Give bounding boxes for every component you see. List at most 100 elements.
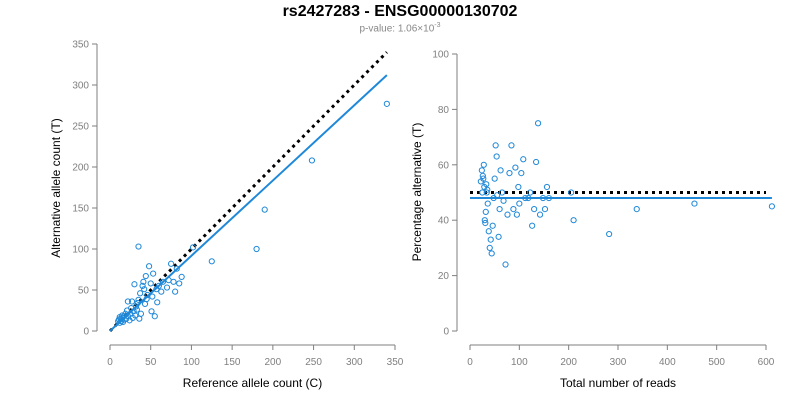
x-tick-label: 150 [224, 357, 241, 368]
data-point [135, 296, 142, 303]
data-point [482, 208, 489, 215]
data-point [479, 172, 486, 179]
data-point [149, 293, 156, 300]
data-point [495, 233, 502, 240]
data-point [493, 153, 500, 160]
x-tick-label: 100 [183, 357, 200, 368]
data-point [155, 282, 162, 289]
fit-line [109, 74, 388, 332]
data-point [140, 278, 147, 285]
data-point [132, 312, 139, 319]
data-point [132, 303, 140, 310]
data-point [541, 206, 549, 213]
data-point [481, 217, 488, 224]
data-point [504, 211, 511, 218]
data-point [488, 250, 495, 257]
data-point [534, 120, 542, 127]
y-tick-label: 300 [72, 81, 89, 92]
p-value-text: p-value: 1.06×10 [359, 23, 435, 35]
data-point [520, 156, 527, 163]
data-point [130, 308, 137, 315]
y-tick-label: 20 [438, 271, 450, 282]
x-tick-label: 50 [145, 357, 157, 368]
x-tick-label: 300 [346, 357, 363, 368]
data-point [500, 197, 507, 204]
data-point [116, 319, 123, 326]
data-point [515, 183, 522, 191]
reference-line [108, 51, 388, 333]
data-point [383, 100, 390, 107]
data-point [482, 219, 489, 227]
data-point [506, 170, 513, 177]
data-point [513, 211, 520, 218]
x-tick-label: 300 [610, 357, 627, 368]
x-tick-label: 200 [560, 357, 577, 368]
data-point [529, 222, 536, 229]
data-point [525, 194, 532, 202]
y-tick-label: 0 [83, 327, 89, 338]
y-tick-label: 60 [438, 160, 450, 171]
y-tick-label: 80 [438, 105, 450, 116]
data-point [163, 284, 171, 291]
x-tick-label: 0 [467, 357, 473, 368]
data-point [159, 278, 167, 285]
data-point [539, 194, 547, 202]
data-point [498, 189, 506, 196]
data-point [124, 298, 132, 305]
data-point [492, 142, 499, 149]
data-point [131, 281, 138, 288]
data-point [478, 167, 485, 174]
data-point [508, 142, 515, 149]
data-point [543, 183, 551, 191]
x-tick-label: 500 [708, 357, 725, 368]
data-point [570, 217, 577, 224]
x-axis-title: Total number of reads [560, 376, 676, 390]
data-point [158, 288, 165, 295]
data-point [483, 189, 490, 196]
data-point [484, 186, 491, 193]
data-point [484, 200, 491, 207]
data-point [170, 278, 177, 285]
x-tick-label: 250 [305, 357, 322, 368]
data-point [136, 315, 143, 322]
data-point [143, 295, 150, 303]
data-point [691, 200, 698, 207]
x-axis-title: Reference allele count (C) [183, 376, 322, 390]
data-point [261, 206, 268, 213]
x-tick-label: 0 [107, 357, 113, 368]
data-point [489, 222, 496, 229]
y-tick-label: 350 [72, 40, 89, 51]
y-tick-label: 0 [443, 327, 449, 338]
y-tick-label: 150 [72, 204, 89, 215]
data-point [497, 167, 504, 174]
data-point [486, 244, 493, 251]
data-point [135, 243, 142, 250]
data-point [139, 282, 146, 289]
data-point [487, 236, 494, 243]
data-point [512, 164, 519, 171]
data-point [496, 206, 503, 213]
data-point [308, 157, 316, 164]
left-panel: 0 50 100 150 200 250 300 350 0 50 100 150 200 250 300 3… [49, 40, 404, 391]
data-point [536, 211, 544, 218]
data-point [479, 189, 486, 196]
data-point [172, 288, 179, 295]
y-tick-label: 100 [432, 50, 449, 61]
data-point [480, 175, 487, 182]
data-point [633, 206, 640, 213]
x-tick-label: 400 [659, 357, 676, 368]
data-point [208, 258, 215, 265]
data-point [483, 181, 490, 188]
y-tick-label: 50 [78, 286, 90, 297]
y-tick-label: 40 [438, 216, 450, 227]
data-point [531, 206, 538, 213]
data-point [141, 300, 149, 308]
data-point [141, 286, 148, 293]
data-point [133, 306, 140, 313]
y-tick-label: 100 [72, 245, 89, 256]
data-point [516, 200, 523, 207]
data-point [142, 272, 149, 280]
y-axis-title: Alternative allele count (T) [49, 118, 63, 257]
x-tick-label: 200 [265, 357, 282, 368]
